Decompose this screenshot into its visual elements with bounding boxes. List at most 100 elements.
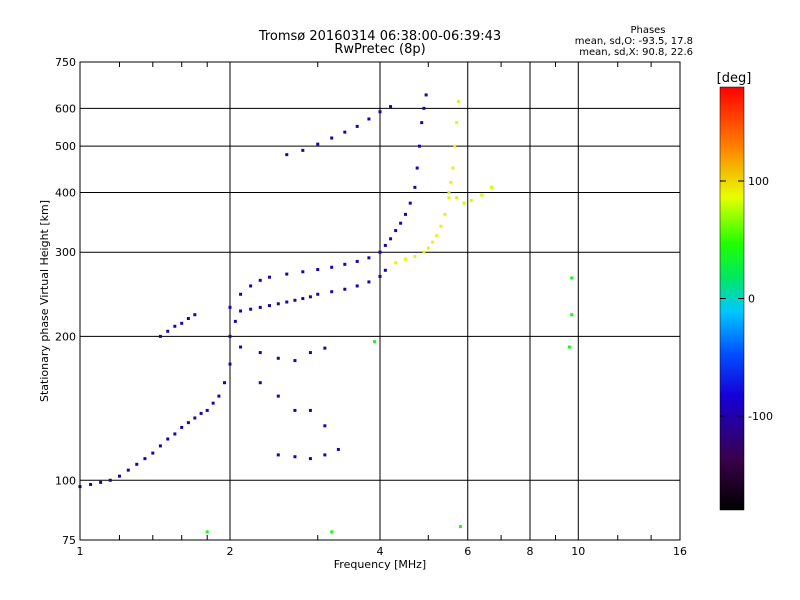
data-point — [343, 262, 347, 266]
data-point — [276, 453, 280, 457]
data-point — [126, 468, 130, 472]
data-point — [383, 268, 387, 272]
data-point — [443, 212, 447, 216]
data-point — [258, 278, 262, 282]
data-point — [308, 351, 312, 355]
data-point — [462, 201, 466, 205]
data-point — [108, 478, 112, 482]
data-point — [89, 482, 93, 486]
data-point — [389, 237, 393, 241]
data-point — [408, 201, 412, 205]
data-point — [293, 359, 297, 363]
data-point — [267, 304, 271, 308]
y-tick-label: 400 — [55, 186, 76, 199]
data-point — [276, 356, 280, 360]
data-point — [394, 229, 398, 233]
data-point — [193, 313, 197, 317]
axis-ticks: 1 2 4 6 8 10 16 75 100 200 300 400 500 600 750 — [55, 56, 687, 558]
data-point — [258, 305, 262, 309]
x-axis-label: Frequency [MHz] — [334, 558, 426, 571]
data-point — [285, 300, 289, 304]
data-point — [355, 284, 359, 288]
x-tick-label: 10 — [571, 545, 585, 558]
stats-x-mode: mean, sd,X: 90.8, 22.6 — [579, 47, 693, 58]
data-point — [285, 153, 289, 157]
data-point — [293, 455, 297, 459]
data-point — [367, 256, 371, 260]
data-point — [447, 196, 451, 200]
data-point — [413, 254, 417, 258]
data-point — [323, 424, 327, 428]
data-point — [186, 421, 190, 425]
data-point — [258, 381, 262, 385]
data-point — [399, 221, 403, 225]
data-points — [78, 93, 574, 534]
data-point — [453, 144, 457, 148]
data-point — [228, 334, 232, 338]
data-point — [308, 408, 312, 412]
y-tick-label: 100 — [55, 474, 76, 487]
data-point — [330, 265, 334, 269]
data-point — [308, 295, 312, 299]
data-point — [316, 142, 320, 146]
data-point — [403, 257, 407, 261]
data-point — [239, 309, 243, 313]
data-point — [490, 185, 494, 189]
y-tick-label: 200 — [55, 330, 76, 343]
data-point — [378, 250, 382, 254]
data-point — [394, 261, 398, 265]
data-point — [447, 190, 451, 194]
data-point — [173, 324, 177, 328]
grid-lines — [80, 62, 680, 540]
data-point — [451, 166, 455, 170]
data-point — [233, 319, 237, 323]
data-point — [205, 408, 209, 412]
data-point — [343, 287, 347, 291]
chart-title: Tromsø 20160314 06:38:00-06:39:43 — [258, 29, 501, 44]
data-point — [336, 447, 340, 451]
colorbar-tick-label: 100 — [748, 175, 769, 188]
colorbar-label: [deg] — [717, 71, 752, 86]
y-tick-label: 500 — [55, 140, 76, 153]
data-point — [301, 148, 305, 152]
data-point — [249, 307, 253, 311]
data-point — [422, 250, 426, 254]
data-point — [330, 290, 334, 294]
data-point — [330, 530, 334, 534]
stats-o-mode: mean, sd,O: -93.5, 17.8 — [575, 36, 693, 47]
data-point — [367, 117, 371, 121]
data-point — [455, 196, 459, 200]
data-point — [117, 474, 121, 478]
colorbar-tick-label: -100 — [748, 410, 773, 423]
x-tick-label: 8 — [527, 545, 534, 558]
data-point — [267, 275, 271, 279]
data-point — [308, 457, 312, 461]
data-point — [323, 453, 327, 457]
x-tick-label: 1 — [77, 545, 84, 558]
data-point — [249, 284, 253, 288]
data-point — [276, 394, 280, 398]
y-tick-label: 750 — [55, 56, 76, 69]
data-point — [431, 240, 435, 244]
data-point — [276, 302, 280, 306]
data-point — [426, 246, 430, 250]
colorbar-tick-label: 0 — [748, 293, 755, 306]
data-point — [239, 292, 243, 296]
data-point — [389, 105, 393, 109]
data-point — [449, 180, 453, 184]
data-point — [180, 425, 184, 429]
data-point — [355, 259, 359, 263]
data-point — [193, 416, 197, 420]
plot-frame — [79, 61, 681, 541]
data-point — [239, 345, 243, 349]
data-point — [373, 340, 377, 344]
data-point — [301, 297, 305, 301]
data-point — [316, 292, 320, 296]
y-tick-label: 300 — [55, 246, 76, 259]
data-point — [143, 457, 147, 461]
data-point — [413, 185, 417, 189]
colorbar-ticks: 100 0 -100 — [720, 175, 773, 423]
data-point — [99, 480, 103, 484]
data-point — [455, 121, 459, 125]
